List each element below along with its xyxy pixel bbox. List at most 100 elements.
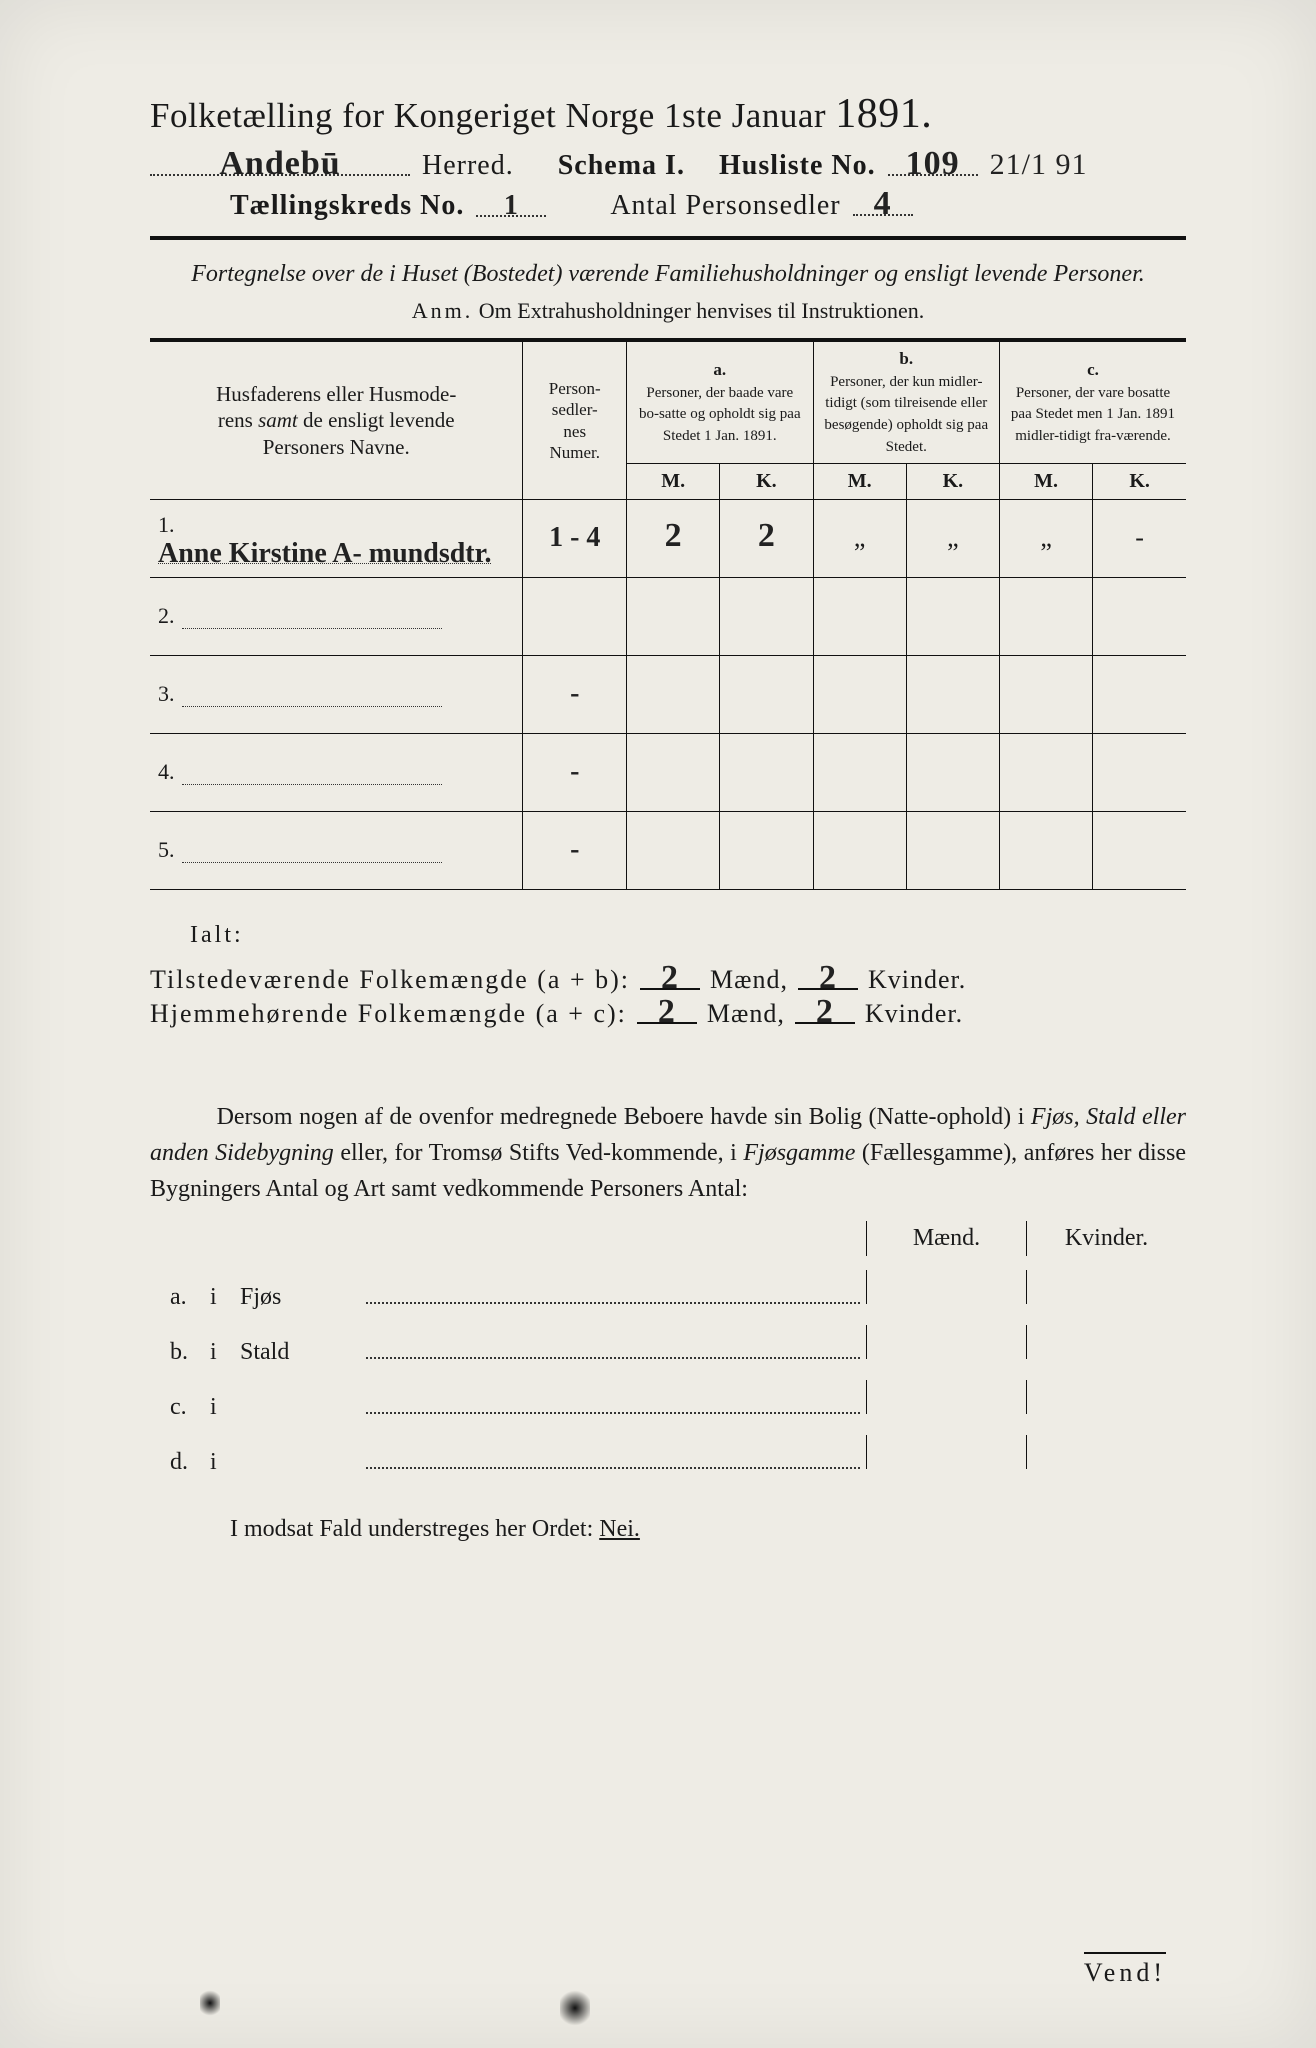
herred-handwritten: Andebū	[150, 154, 410, 176]
col-b-text: Personer, der kun midler-tidigt (som til…	[824, 374, 988, 455]
row-name-hand	[182, 784, 442, 785]
col-b-label: b.	[899, 349, 913, 368]
schema-label: Schema I.	[558, 150, 685, 182]
row-number: 5.	[158, 837, 182, 863]
title-year: 1891.	[835, 91, 932, 137]
building-row: d.i	[150, 1435, 1186, 1476]
table-row: 4.-	[150, 733, 1186, 811]
row-b-m	[813, 733, 906, 811]
col-c-label: c.	[1087, 360, 1099, 379]
col-header-a: a. Personer, der baade vare bo-satte og …	[627, 340, 813, 463]
bld-m-cell	[866, 1325, 1026, 1359]
row-name-cell: 3.	[150, 655, 523, 733]
row-c-m	[1000, 811, 1093, 889]
bld-tag: b.	[150, 1339, 210, 1366]
row-num-hand	[523, 577, 627, 655]
bld-label: Stald	[240, 1339, 360, 1366]
corner-date-hand: 21/1 91	[990, 148, 1088, 182]
husliste-label: Husliste No.	[719, 150, 876, 182]
total-line-2: Hjemmehørende Folkemængde (a + c): 2 Mæn…	[150, 999, 1186, 1029]
row-a-k	[720, 811, 813, 889]
row-c-k	[1093, 655, 1186, 733]
total-line-1: Tilstedeværende Folkemængde (a + b): 2 M…	[150, 965, 1186, 995]
bld-dots	[366, 1339, 860, 1358]
row-b-m: „	[813, 499, 906, 577]
row-number: 3.	[158, 681, 182, 707]
table-row: 2.	[150, 577, 1186, 655]
bld-dots	[366, 1394, 860, 1413]
bld-label: Fjøs	[240, 1284, 360, 1311]
row-a-k	[720, 655, 813, 733]
row-c-k	[1093, 733, 1186, 811]
header-line-2: Tællingskreds No. 1 Antal Personsedler 4	[150, 190, 1186, 222]
mk-a-m: M.	[627, 463, 720, 499]
row-name-cell: 2.	[150, 577, 523, 655]
row-num-hand: -	[523, 811, 627, 889]
row-name-cell: 4.	[150, 733, 523, 811]
ink-smudge	[560, 1988, 590, 2028]
row-name-hand	[182, 706, 442, 707]
row-c-k: -	[1093, 499, 1186, 577]
household-table: Husfaderens eller Husmode-rens samt de e…	[150, 338, 1186, 889]
row-b-k	[906, 655, 999, 733]
mk-a-k: K.	[720, 463, 813, 499]
dersom-e2: Fjøsgamme	[743, 1140, 855, 1166]
row-b-m	[813, 577, 906, 655]
vend-label: Vend!	[1084, 1952, 1166, 1988]
building-row: a.iFjøs	[150, 1270, 1186, 1311]
anm-line: Anm. Om Extrahusholdninger henvises til …	[150, 298, 1186, 324]
totals-block: Ialt: Tilstedeværende Folkemængde (a + b…	[150, 916, 1186, 1029]
rule-1	[150, 236, 1186, 240]
row-name-cell: 1.Anne Kirstine A- mundsdtr.	[150, 499, 523, 577]
row-number: 4.	[158, 759, 182, 785]
dersom-paragraph: Dersom nogen af de ovenfor medregnede Be…	[150, 1099, 1186, 1207]
maend-2: Mænd,	[707, 999, 785, 1029]
nei-word: Nei.	[599, 1516, 640, 1542]
row-c-m	[1000, 577, 1093, 655]
row-c-m: „	[1000, 499, 1093, 577]
kreds-label: Tællingskreds No.	[230, 190, 464, 222]
col-header-num: Person-sedler-nesNumer.	[523, 340, 627, 499]
row-number: 2.	[158, 603, 182, 629]
row-name-cell: 5.	[150, 811, 523, 889]
building-rows: a.iFjøsb.iStaldc.id.i	[150, 1270, 1186, 1476]
row-a-m	[627, 733, 720, 811]
bld-m-cell	[866, 1270, 1026, 1304]
bld-dots	[366, 1284, 860, 1303]
bld-k-cell	[1026, 1270, 1186, 1304]
husliste-no-hand: 109	[888, 154, 978, 176]
row-c-k	[1093, 577, 1186, 655]
mk-c-k: K.	[1093, 463, 1186, 499]
bld-tag: c.	[150, 1394, 210, 1421]
fortext: Fortegnelse over de i Huset (Bostedet) v…	[150, 258, 1186, 290]
nei-line: I modsat Fald understreges her Ordet: Ne…	[150, 1516, 1186, 1543]
row-c-m	[1000, 733, 1093, 811]
row-c-m	[1000, 655, 1093, 733]
anm-text: Om Extrahusholdninger henvises til Instr…	[479, 298, 924, 323]
anm-label: Anm.	[412, 298, 474, 323]
title-prefix: Folketælling for Kongeriget Norge 1ste J…	[150, 96, 826, 135]
table-row: 1.Anne Kirstine A- mundsdtr.1 - 422„„„-	[150, 499, 1186, 577]
row-number: 1.	[158, 512, 182, 538]
table-row: 3.-	[150, 655, 1186, 733]
kvinder-1: Kvinder.	[868, 965, 966, 995]
row-b-m	[813, 655, 906, 733]
herred-label: Herred.	[422, 150, 514, 182]
row-b-k	[906, 733, 999, 811]
mk-c-m: M.	[1000, 463, 1093, 499]
dersom-t1: Dersom nogen af de ovenfor medregnede Be…	[217, 1104, 1031, 1130]
dersom-t2: eller, for Tromsø Stifts Ved-kommende, i	[340, 1140, 743, 1166]
kreds-no-hand: 1	[476, 198, 546, 217]
bld-i: i	[210, 1394, 240, 1421]
bld-tag: d.	[150, 1449, 210, 1476]
antal-hand: 4	[853, 194, 913, 216]
bld-tag: a.	[150, 1284, 210, 1311]
bld-k-cell	[1026, 1380, 1186, 1414]
header-line-1: Andebū Herred. Schema I. Husliste No. 10…	[150, 148, 1186, 182]
kvinder-2: Kvinder.	[865, 999, 963, 1029]
mk-b-m: M.	[813, 463, 906, 499]
row-a-k: 2	[720, 499, 813, 577]
total-2-m: 2	[637, 1002, 697, 1024]
maend-1: Mænd,	[710, 965, 788, 995]
bld-i: i	[210, 1284, 240, 1311]
